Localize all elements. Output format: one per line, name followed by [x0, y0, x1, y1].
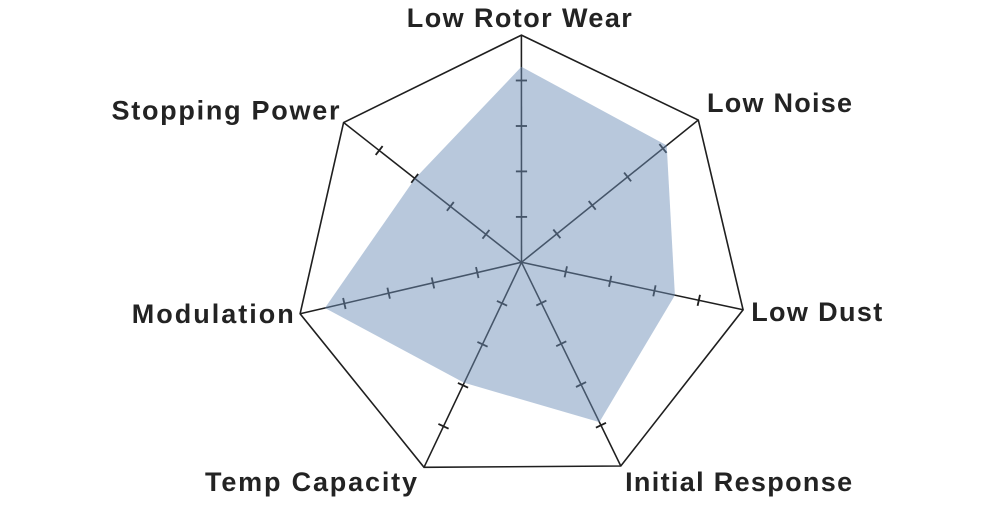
svg-text:Low Noise: Low Noise: [707, 88, 852, 118]
svg-text:Stopping Power: Stopping Power: [112, 95, 340, 125]
svg-text:Low Dust: Low Dust: [751, 297, 882, 327]
svg-text:Temp Capacity: Temp Capacity: [205, 467, 417, 497]
svg-text:Low Rotor Wear: Low Rotor Wear: [407, 3, 632, 33]
svg-text:Modulation: Modulation: [132, 299, 294, 329]
svg-text:Initial Response: Initial Response: [625, 467, 852, 497]
